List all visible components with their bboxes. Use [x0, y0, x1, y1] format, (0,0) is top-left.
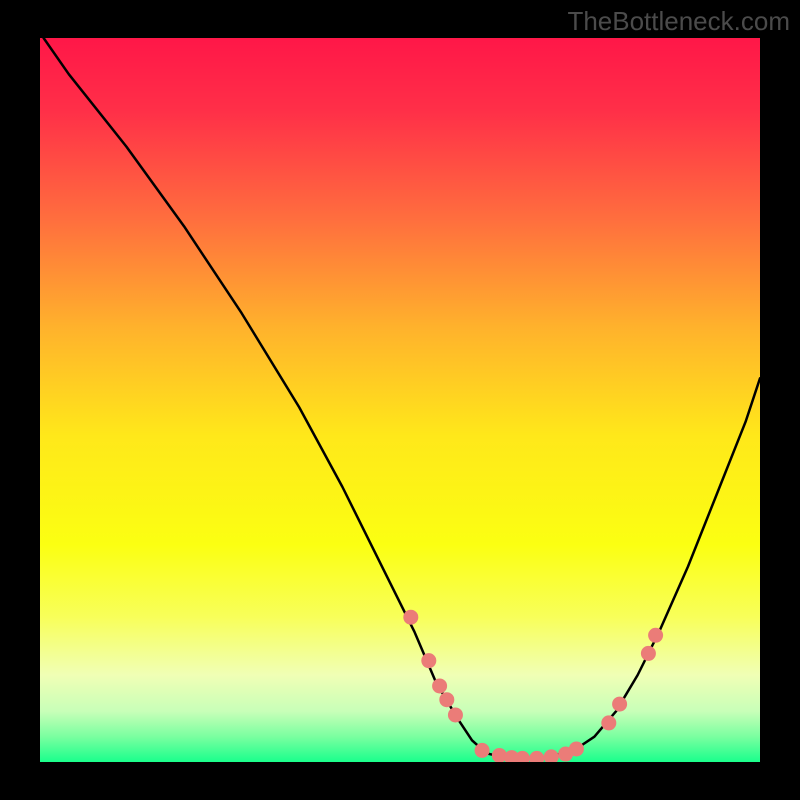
marker-layer [40, 38, 760, 762]
data-marker [648, 628, 663, 643]
data-marker [448, 707, 463, 722]
data-marker [475, 743, 490, 758]
data-marker [641, 646, 656, 661]
data-marker [421, 653, 436, 668]
data-marker [601, 715, 616, 730]
chart-stage: TheBottleneck.com [0, 0, 800, 800]
data-marker [612, 697, 627, 712]
data-marker [439, 692, 454, 707]
data-marker [544, 749, 559, 762]
data-marker [515, 751, 530, 762]
plot-area [40, 38, 760, 762]
data-marker [403, 610, 418, 625]
data-marker [529, 751, 544, 762]
data-marker [569, 741, 584, 756]
data-marker [432, 678, 447, 693]
watermark-text: TheBottleneck.com [567, 6, 790, 37]
